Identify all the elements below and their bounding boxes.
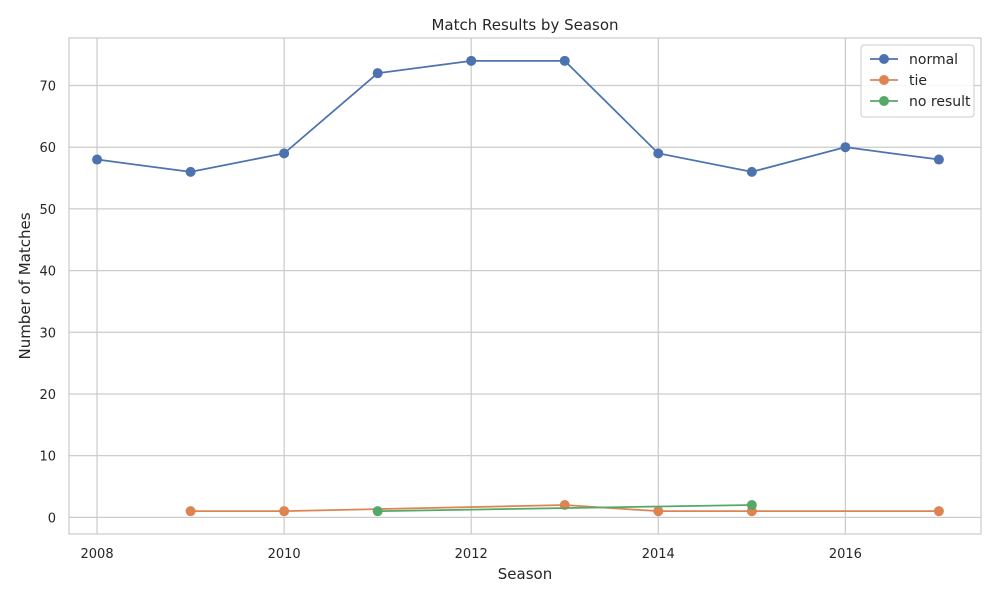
legend-label: normal	[909, 52, 958, 68]
legend-marker	[879, 96, 889, 106]
data-point-no-result	[746, 500, 757, 511]
y-tick-label: 30	[39, 326, 56, 341]
data-point-normal	[559, 55, 570, 66]
y-tick-label: 40	[39, 265, 56, 280]
legend-label: tie	[909, 73, 927, 89]
y-axis-label: Number of Matches	[16, 212, 34, 359]
legend-item-normal: normal	[870, 52, 958, 68]
legend-frame	[860, 44, 975, 118]
data-point-normal	[933, 154, 944, 165]
data-point-normal	[466, 55, 477, 66]
data-point-tie	[653, 506, 664, 517]
x-axis-label: Season	[498, 565, 552, 583]
y-tick-label: 10	[39, 450, 56, 465]
chart-title: Match Results by Season	[431, 16, 618, 34]
x-tick-label: 2010	[268, 547, 301, 562]
data-point-normal	[92, 154, 103, 165]
series-line-no-result	[377, 504, 752, 513]
y-tick-label: 50	[39, 203, 56, 218]
series-line-normal	[96, 59, 940, 173]
y-tick-label: 60	[39, 141, 56, 156]
y-tick-label: 70	[39, 80, 56, 95]
legend-label: no result	[909, 94, 971, 110]
x-tick-labels: 2008 2010 2012 2014 2016	[81, 547, 862, 562]
data-point-normal	[653, 148, 664, 159]
y-tick-labels: 0 10 20 30 40 50 60 70	[39, 80, 56, 527]
x-tick-label: 2014	[642, 547, 675, 562]
legend-marker	[879, 75, 889, 85]
data-point-normal	[185, 166, 196, 177]
series-normal	[92, 55, 944, 177]
x-tick-label: 2008	[81, 547, 114, 562]
data-point-normal	[746, 166, 757, 177]
grid	[69, 38, 981, 534]
legend-marker	[879, 54, 889, 64]
series-layer	[92, 55, 944, 517]
x-tick-label: 2016	[829, 547, 862, 562]
legend-item-no-result: no result	[870, 94, 971, 110]
data-point-tie	[185, 506, 196, 517]
legend: normal tie no result	[860, 44, 975, 118]
y-tick-label: 0	[48, 511, 56, 526]
x-tick-label: 2012	[455, 547, 488, 562]
data-point-no-result	[372, 506, 383, 517]
data-point-normal	[279, 148, 290, 159]
data-point-tie	[933, 506, 944, 517]
y-tick-label: 20	[39, 388, 56, 403]
data-point-tie	[279, 506, 290, 517]
legend-item-tie: tie	[870, 73, 927, 89]
series-no-result	[372, 500, 757, 517]
data-point-normal	[372, 68, 383, 79]
data-point-normal	[840, 142, 851, 153]
plot-frame	[68, 37, 982, 535]
